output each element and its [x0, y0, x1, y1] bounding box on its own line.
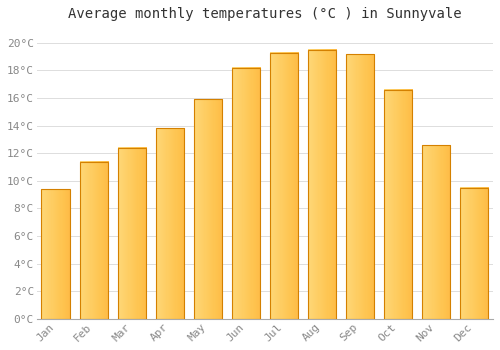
Bar	[156, 128, 184, 319]
Bar	[194, 99, 222, 319]
Bar	[460, 188, 488, 319]
Bar	[42, 189, 70, 319]
Bar	[422, 145, 450, 319]
Bar	[346, 54, 374, 319]
Bar	[384, 90, 412, 319]
Bar	[118, 148, 146, 319]
Bar	[270, 52, 298, 319]
Title: Average monthly temperatures (°C ) in Sunnyvale: Average monthly temperatures (°C ) in Su…	[68, 7, 462, 21]
Bar	[308, 50, 336, 319]
Bar	[232, 68, 260, 319]
Bar	[80, 162, 108, 319]
